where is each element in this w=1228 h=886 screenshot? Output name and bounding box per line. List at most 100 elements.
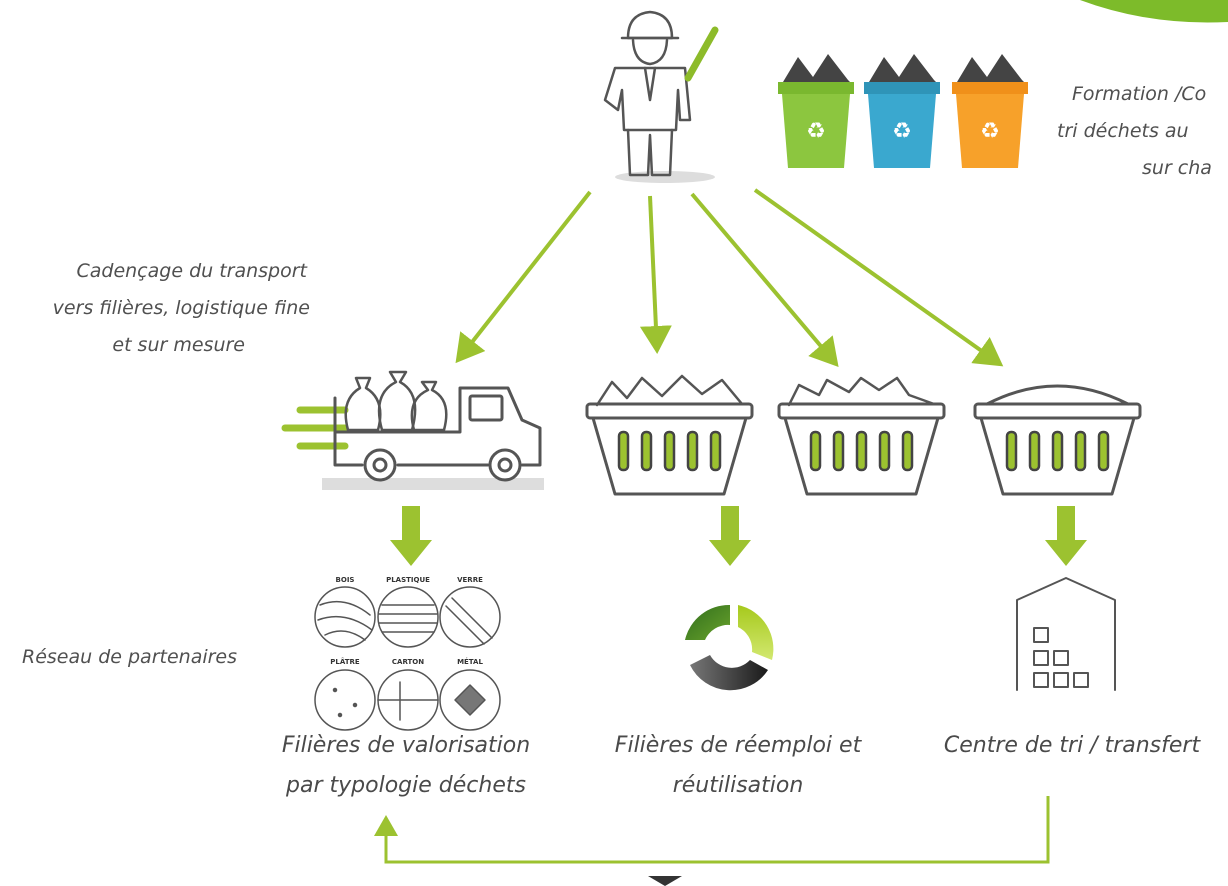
flow-arrows-part	[458, 192, 590, 360]
truck-icon	[285, 372, 544, 490]
baskets-part-part-part	[1053, 432, 1062, 470]
baskets-part-part-part	[619, 432, 628, 470]
baskets-part-part-part	[1099, 432, 1108, 470]
note-line: vers filières, logistique fine	[53, 297, 310, 319]
baskets-part-part-part	[1076, 432, 1085, 470]
worker-icon-part	[645, 68, 655, 100]
baskets-part-part	[811, 432, 912, 470]
baskets-part-part	[779, 404, 944, 418]
baskets	[587, 376, 1140, 494]
flow-arrows	[458, 190, 1000, 364]
note-line: sur cha	[1142, 157, 1212, 179]
note-line: Cadençage du transport	[76, 260, 308, 282]
baskets-part-part	[1007, 432, 1108, 470]
material-label: PLÂTRE	[330, 657, 360, 666]
baskets-part-part-part	[665, 432, 674, 470]
baskets-part-part-part	[1007, 432, 1016, 470]
truck-icon-part-part	[499, 459, 511, 471]
truck-icon-part-part	[379, 372, 415, 430]
warehouse-icon-part	[1054, 651, 1068, 665]
sorting-bins-part-part	[952, 82, 1028, 94]
flow-arrows-part	[650, 196, 657, 350]
warehouse-icon-part	[1074, 673, 1088, 687]
worker-icon	[605, 12, 715, 183]
material-icons-part	[339, 714, 342, 717]
output-labels: Filières de valorisation par typologie d…	[282, 733, 1202, 798]
baskets-part-part	[987, 386, 1128, 404]
baskets-part-part-part	[834, 432, 843, 470]
worker-icon-part	[628, 12, 672, 38]
note-line: Formation /Co	[1072, 83, 1206, 105]
baskets-part	[779, 378, 944, 494]
baskets-part-part	[975, 404, 1140, 418]
material-label: VERRE	[457, 576, 483, 584]
material-icons-part	[379, 605, 437, 632]
truck-icon-part-part	[365, 450, 395, 480]
baskets-part-part	[789, 378, 934, 405]
baskets-part-part-part	[880, 432, 889, 470]
recycle-symbol: ♻	[892, 119, 912, 144]
flow-arrows-part	[755, 190, 1000, 364]
sorting-bins-part-part	[869, 54, 936, 82]
material-icons-part	[315, 670, 375, 730]
worker-icon-part	[633, 40, 667, 64]
recycle-symbol: ♻	[806, 119, 826, 144]
note-line: tri déchets au	[1057, 120, 1189, 142]
material-label: PLASTIQUE	[386, 576, 430, 584]
truck-icon-part-part	[374, 459, 386, 471]
warehouse-icon	[1017, 578, 1115, 690]
baskets-part-part-part	[688, 432, 697, 470]
baskets-part-part-part	[711, 432, 720, 470]
baskets-part-part-part	[903, 432, 912, 470]
material-icons-part	[318, 602, 372, 640]
baskets-part	[975, 386, 1140, 494]
partners-note: Réseau de partenaires	[22, 646, 237, 668]
output-label: Centre de tri / transfert	[944, 733, 1202, 758]
sorting-bins-part-part	[864, 82, 940, 94]
down-arrows-part	[390, 506, 432, 566]
baskets-part-part-part	[811, 432, 820, 470]
sorting-bins: ♻ ♻ ♻	[778, 54, 1028, 168]
diagram: ♻ ♻ ♻	[0, 0, 1228, 886]
baskets-part-part	[597, 376, 742, 405]
truck-icon-part-part	[412, 382, 446, 430]
sorting-bins-part-part	[957, 54, 1024, 82]
truck-icon-part-part	[490, 450, 520, 480]
warehouse-icon-part	[1034, 628, 1048, 642]
reuse-cycle-icon	[685, 605, 773, 690]
material-label: BOIS	[336, 576, 355, 584]
sorting-bins-part: ♻	[952, 54, 1028, 168]
recycle-symbol: ♻	[980, 119, 1000, 144]
note-line: et sur mesure	[112, 334, 245, 356]
worker-icon-part	[628, 130, 672, 175]
material-icons-part	[354, 704, 357, 707]
reuse-cycle-icon-part	[690, 655, 768, 690]
reuse-cycle-icon-part	[738, 605, 773, 660]
output-label: par typologie déchets	[285, 773, 526, 798]
warehouse-icon-part	[1034, 673, 1048, 687]
material-label: MÉTAL	[457, 657, 483, 666]
transport-note: Cadençage du transport vers filières, lo…	[53, 260, 310, 356]
truck-icon-part-part	[346, 378, 381, 430]
bottom-marker	[648, 876, 682, 886]
flow-arrows-part	[692, 194, 836, 364]
material-icons-part	[378, 587, 438, 647]
worker-icon-part	[688, 30, 715, 78]
baskets-part-part-part	[857, 432, 866, 470]
truck-icon-part-part	[470, 396, 502, 420]
material-icons-part	[378, 682, 438, 720]
truck-icon-part-part	[335, 388, 540, 465]
baskets-part-part-part	[642, 432, 651, 470]
reuse-cycle-icon-part	[685, 605, 730, 640]
material-icons-part	[334, 689, 337, 692]
baskets-part-part	[619, 432, 720, 470]
return-connector-part	[386, 796, 1048, 862]
truck-icon-part	[335, 372, 540, 480]
output-label: Filières de valorisation	[282, 733, 530, 758]
sorting-bins-part-part	[778, 82, 854, 94]
sorting-bins-part-part	[783, 54, 850, 82]
down-arrows-part	[1045, 506, 1087, 566]
warehouse-icon-part	[1034, 651, 1048, 665]
material-icons-part	[446, 598, 492, 644]
training-note: Formation /Co tri déchets au sur cha	[1057, 83, 1212, 179]
